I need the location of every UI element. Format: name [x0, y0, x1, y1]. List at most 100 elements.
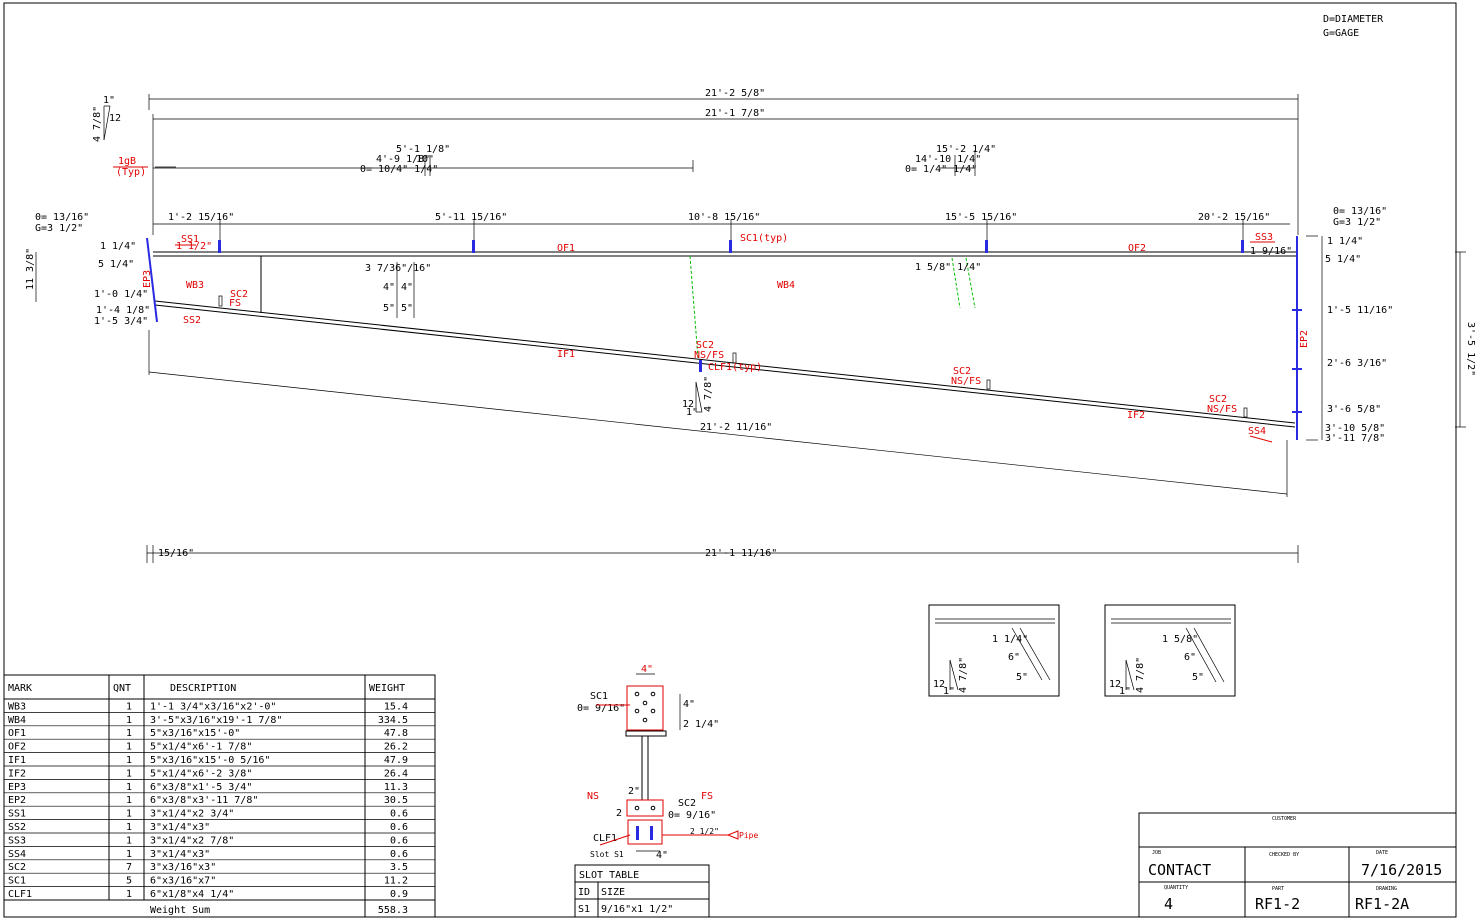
gage-left2: (Typ) [116, 167, 146, 178]
gage-left: 1gB [118, 156, 136, 167]
bom-cell-mark: SS1 [8, 809, 26, 820]
mid-dim-4: 5" [383, 303, 395, 314]
bom-h-qnt: QNT [113, 683, 131, 694]
bill-of-materials: MARK QNT DESCRIPTION WEIGHT WB3 1 1'-1 3/4… [3, 674, 436, 918]
mark-ss4: SS4 [1248, 426, 1266, 437]
bom-cell-mark: OF2 [8, 742, 26, 753]
bom-cell-qnt: 1 [126, 889, 132, 900]
hole-right-d: 0= 13/16" [1333, 206, 1387, 217]
bom-cell-weight: 30.5 [384, 795, 408, 806]
bom-cell-qnt: 5 [126, 876, 132, 887]
clip-clf1: CLF1 [593, 833, 617, 844]
station-2: 5'-11 15/16" [435, 212, 507, 223]
mark-nsfsb: NS/FS [694, 350, 724, 361]
mark-clf1: CLF1(typ) [708, 362, 762, 373]
dim-left-a: 5'-1 1/8" [396, 144, 450, 155]
bom-cell-qnt: 1 [126, 849, 132, 860]
tb-qty: 4 [1164, 895, 1173, 913]
bom-cell-desc: 5"x1/4"x6'-1 7/8" [150, 742, 252, 753]
slot-id: S1 [578, 904, 590, 915]
station-4: 15'-5 15/16" [945, 212, 1017, 223]
detail-box-1: 1 1/4" 6" 5" 12 1" 4 7/8" [928, 604, 1060, 697]
slope-big: 12 [109, 113, 121, 124]
clip-slot: Slot S1 [590, 850, 624, 859]
mark-sc2b: SC2 [696, 340, 714, 351]
detail2-sr: 4 7/8" [1135, 657, 1146, 693]
bom-cell-desc: 6"x3/8"x3'-11 7/8" [150, 795, 258, 806]
dim-left-b: 4'-9 1/8" [376, 154, 430, 165]
left-dim-3: 11 3/8" [25, 248, 36, 290]
left-dim-6: 1'-5 3/4" [94, 316, 148, 327]
mark-sc2c: SC2 [953, 366, 971, 377]
hole-right-g: G=3 1/2" [1333, 217, 1381, 228]
bom-cell-desc: 6"x3/16"x7" [150, 876, 216, 887]
slot-h-size: SIZE [601, 887, 625, 898]
bom-cell-weight: 0.6 [390, 809, 408, 820]
bom-cell-qnt: 1 [126, 782, 132, 793]
bom-cell-weight: 0.6 [390, 849, 408, 860]
tb-part: RF1-2 [1255, 895, 1300, 913]
bom-cell-weight: 0.6 [390, 822, 408, 833]
slot-title: SLOT TABLE [579, 870, 639, 881]
detail1-c: 5" [1016, 672, 1028, 683]
left-dim-1b: 1 1/2" [176, 241, 212, 252]
bom-cell-mark: SC1 [8, 876, 26, 887]
detail2-s1: 1" [1119, 686, 1131, 697]
detail1-s12: 12 [933, 679, 945, 690]
dim-right-b: 14'-10 1/4" [915, 154, 981, 165]
bom-cell-weight: 47.8 [384, 728, 408, 739]
bom-cell-weight: 15.4 [384, 701, 408, 712]
clip-sc1-d: 0= 9/16" [577, 703, 625, 714]
bom-cell-desc: 5"x3/16"x15'-0" [150, 728, 240, 739]
sheet-border [3, 2, 1457, 918]
station-1: 1'-2 15/16" [168, 212, 234, 223]
detail1-b: 6" [1008, 652, 1020, 663]
clip-h2: 2 1/4" [683, 719, 719, 730]
clip-sc1: SC1 [590, 691, 608, 702]
bom-cell-qnt: 1 [126, 755, 132, 766]
right-top-dim: 1 9/16" [1250, 246, 1292, 257]
bom-h-desc: DESCRIPTION [170, 683, 236, 694]
bom-cell-mark: WB4 [8, 715, 26, 726]
left-dim-1: 1 1/4" [100, 241, 136, 252]
detail1-sr: 4 7/8" [958, 657, 969, 693]
rafter-frame: 1 1/4" 1 1/2" 5 1/4" 11 3/8" 1'-0 1/4" 1… [25, 235, 1476, 563]
bom-cell-desc: 5"x3/16"x15'-0 5/16" [150, 755, 270, 766]
tb-drawing: RF1-2A [1355, 895, 1409, 913]
mark-nsfsd: NS/FS [1207, 404, 1237, 415]
left-dim-4: 1'-0 1/4" [94, 289, 148, 300]
bom-cell-weight: 3.5 [390, 862, 408, 873]
clip-top-width: 4" [641, 664, 653, 675]
bom-cell-desc: 3"x1/4"x3" [150, 849, 210, 860]
right-dim-1: 1 1/4" [1327, 236, 1363, 247]
clip-detail: 4" SC1 0= 9/16" 4" 2 1/4" NS FS 2" SC2 0… [577, 664, 758, 861]
bom-cell-desc: 3"x1/4"x2 3/4" [150, 809, 234, 820]
clip-fs: FS [701, 791, 713, 802]
bom-cell-desc: 6"x3/8"x1'-5 3/4" [150, 782, 252, 793]
slope-ratio: 4 7/8" [92, 106, 103, 142]
mark-fsa: FS [229, 298, 241, 309]
mid-dim-6: 1 5/8" 1/4" [915, 262, 981, 273]
mid-dim-5: 5" [401, 303, 413, 314]
bom-cell-qnt: 7 [126, 862, 132, 873]
bom-cell-qnt: 1 [126, 835, 132, 846]
bom-cell-mark: OF1 [8, 728, 26, 739]
bom-cell-qnt: 1 [126, 822, 132, 833]
bom-cell-qnt: 1 [126, 768, 132, 779]
mark-wb3: WB3 [186, 280, 204, 291]
tb-part-label: PART [1272, 886, 1284, 892]
tb-date-label: DATE [1376, 850, 1388, 856]
bom-sum-label: Weight Sum [150, 905, 210, 916]
bom-cell-qnt: 1 [126, 809, 132, 820]
bom-cell-mark: IF1 [8, 755, 26, 766]
mid-slope-12: 12 [682, 399, 694, 410]
bom-cell-weight: 11.3 [384, 782, 408, 793]
bom-cell-weight: 47.9 [384, 755, 408, 766]
dim-overall-top2: 21'-1 7/8" [705, 108, 765, 119]
bom-cell-desc: 5"x1/4"x6'-2 3/8" [150, 768, 252, 779]
hole-left-g: G=3 1/2" [35, 223, 83, 234]
left-dim-5: 1'-4 1/8" [96, 305, 150, 316]
bom-cell-desc: 1'-1 3/4"x3/16"x2'-0" [150, 701, 276, 712]
right-dim-3: 1'-5 11/16" [1327, 305, 1393, 316]
tb-customer-label: CUSTOMER [1272, 816, 1297, 822]
